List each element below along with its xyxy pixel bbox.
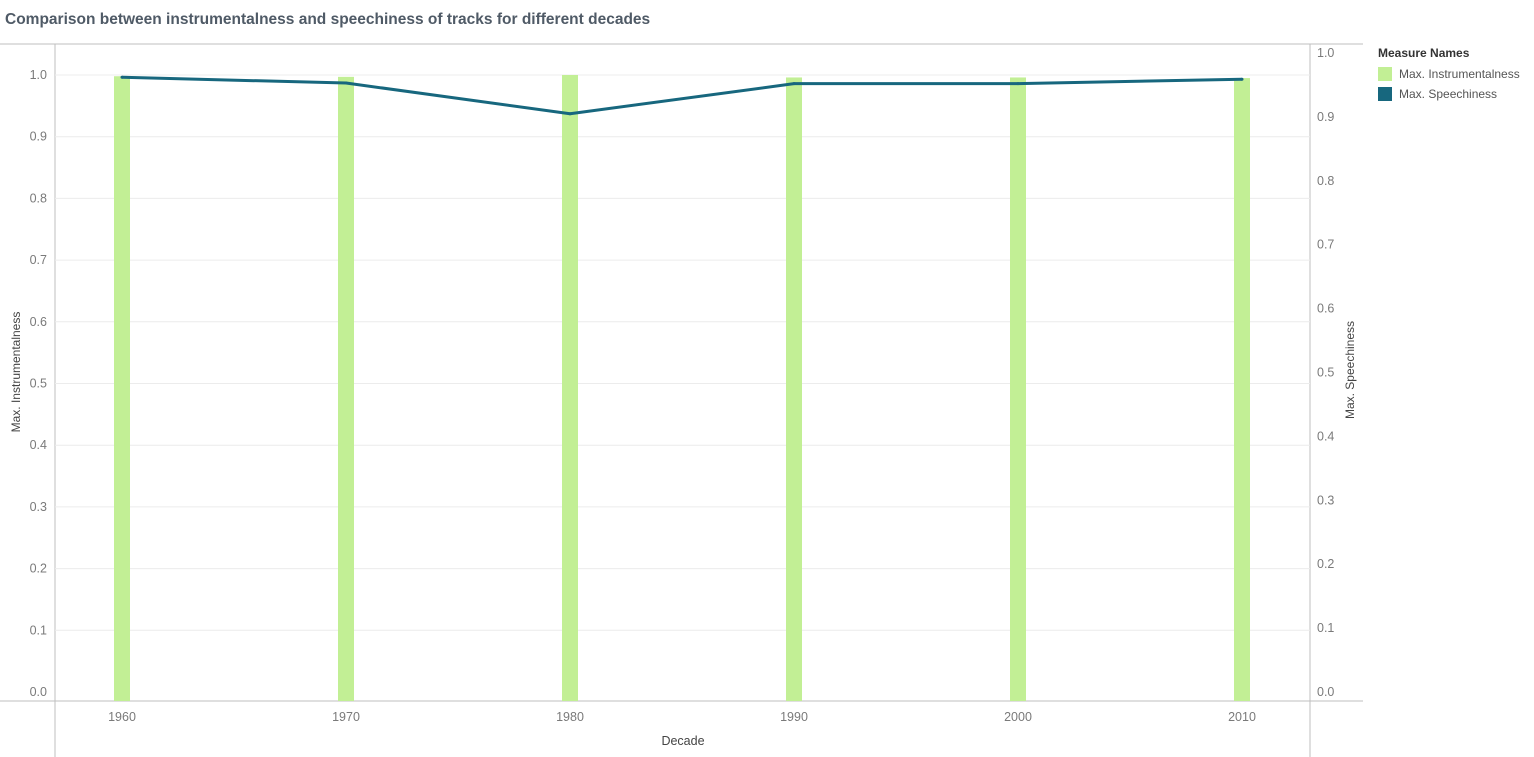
y-left-axis-title: Max. Instrumentalness	[9, 312, 23, 433]
legend-title: Measure Names	[1378, 46, 1470, 60]
y-right-tick-label: 0.8	[1317, 174, 1334, 188]
x-tick-label: 2000	[1004, 710, 1032, 724]
line-speechiness	[121, 75, 1243, 116]
y-right-tick-label: 0.0	[1317, 685, 1334, 699]
bar-instrumentalness-2010	[1234, 78, 1250, 701]
x-tick-label: 1960	[108, 710, 136, 724]
y-left-tick-label: 0.7	[30, 253, 47, 267]
y-right-tick-label: 0.9	[1317, 110, 1334, 124]
y-left-tick-label: 0.3	[30, 500, 47, 514]
bar-instrumentalness-2000	[1010, 77, 1026, 701]
y-right-tick-label: 0.5	[1317, 366, 1334, 380]
y-right-tick-label: 0.2	[1317, 557, 1334, 571]
legend-swatch-speechiness	[1378, 87, 1392, 101]
y-right-tick-label: 0.1	[1317, 621, 1334, 635]
y-right-tick-label: 0.7	[1317, 238, 1334, 252]
y-left-tick-label: 0.9	[30, 130, 47, 144]
y-right-tick-label: 1.0	[1317, 46, 1334, 60]
bar-instrumentalness-1990	[786, 77, 802, 701]
legend-label-instrumentalness: Max. Instrumentalness	[1399, 67, 1520, 81]
y-left-tick-label: 0.8	[30, 191, 47, 205]
y-left-tick-label: 0.4	[30, 438, 47, 452]
y-right-axis-title: Max. Speechiness	[1343, 321, 1357, 419]
bar-instrumentalness-1970	[338, 76, 354, 701]
y-left-tick-label: 0.5	[30, 377, 47, 391]
bar-instrumentalness-1960	[114, 76, 130, 701]
legend-label-speechiness: Max. Speechiness	[1399, 87, 1498, 101]
chart-title: Comparison between instrumentalness and …	[5, 11, 651, 28]
y-right-tick-label: 0.3	[1317, 493, 1334, 507]
x-tick-label: 2010	[1228, 710, 1256, 724]
y-left-tick-label: 0.1	[30, 623, 47, 637]
point-speechiness-2000	[1016, 82, 1020, 86]
legend[interactable]: Measure Names Max. Instrumentalness Max.…	[1378, 46, 1520, 104]
y-right-tick-label: 0.6	[1317, 302, 1334, 316]
point-speechiness-1980	[568, 112, 572, 116]
point-speechiness-1990	[792, 82, 796, 86]
x-tick-label: 1970	[332, 710, 360, 724]
x-tick-label: 1990	[780, 710, 808, 724]
legend-item-instrumentalness[interactable]: Max. Instrumentalness	[1378, 64, 1520, 84]
y-left-tick-label: 1.0	[30, 68, 47, 82]
point-speechiness-1970	[344, 81, 348, 85]
y-left-tick-label: 0.2	[30, 562, 47, 576]
point-speechiness-2010	[1240, 77, 1244, 81]
bar-instrumentalness-1980	[562, 75, 578, 701]
legend-item-speechiness[interactable]: Max. Speechiness	[1378, 84, 1520, 104]
y-left-tick-label: 0.6	[30, 315, 47, 329]
point-speechiness-1960	[120, 75, 124, 79]
legend-swatch-instrumentalness	[1378, 67, 1392, 81]
x-tick-label: 1980	[556, 710, 584, 724]
y-left-tick-label: 0.0	[30, 685, 47, 699]
y-right-tick-label: 0.4	[1317, 429, 1334, 443]
x-axis-title: Decade	[661, 734, 704, 748]
